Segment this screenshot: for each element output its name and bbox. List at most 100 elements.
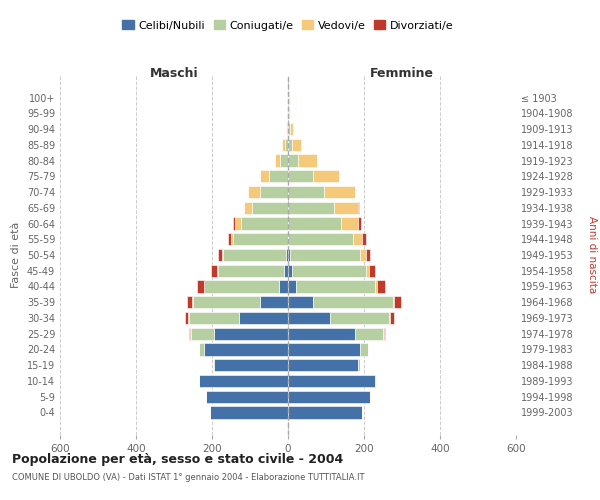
Bar bbox=[313, 296, 392, 308]
Bar bbox=[286, 249, 288, 261]
Bar bbox=[288, 154, 298, 166]
Bar bbox=[231, 233, 233, 245]
Bar bbox=[290, 249, 360, 261]
Bar bbox=[377, 280, 385, 292]
Bar bbox=[353, 233, 362, 245]
Bar bbox=[289, 92, 290, 104]
Bar bbox=[193, 296, 260, 308]
Bar bbox=[199, 344, 205, 355]
Bar bbox=[213, 359, 214, 372]
Bar bbox=[223, 249, 286, 261]
Bar bbox=[192, 296, 193, 308]
Y-axis label: Fasce di età: Fasce di età bbox=[11, 222, 21, 288]
Bar bbox=[389, 312, 390, 324]
Bar bbox=[358, 202, 359, 214]
Bar bbox=[235, 218, 241, 230]
Bar bbox=[369, 264, 374, 277]
Bar bbox=[260, 296, 288, 308]
Bar bbox=[288, 359, 358, 372]
Bar bbox=[383, 328, 384, 340]
Text: Popolazione per età, sesso e stato civile - 2004: Popolazione per età, sesso e stato civil… bbox=[12, 452, 343, 466]
Bar bbox=[288, 202, 334, 214]
Bar bbox=[288, 264, 292, 277]
Bar bbox=[206, 390, 288, 403]
Bar bbox=[228, 233, 231, 245]
Bar bbox=[288, 249, 290, 261]
Bar bbox=[358, 218, 361, 230]
Bar bbox=[292, 138, 301, 151]
Bar bbox=[288, 92, 289, 104]
Bar bbox=[282, 138, 285, 151]
Bar bbox=[288, 328, 355, 340]
Bar bbox=[233, 218, 235, 230]
Text: Anni di nascita: Anni di nascita bbox=[587, 216, 597, 294]
Bar bbox=[185, 312, 188, 324]
Legend: Celibi/Nubili, Coniugati/e, Vedovi/e, Divorziati/e: Celibi/Nubili, Coniugati/e, Vedovi/e, Di… bbox=[118, 16, 458, 35]
Bar bbox=[205, 344, 288, 355]
Bar bbox=[360, 249, 366, 261]
Bar bbox=[288, 107, 289, 120]
Bar bbox=[292, 264, 366, 277]
Bar bbox=[362, 233, 366, 245]
Bar bbox=[280, 154, 288, 166]
Bar bbox=[358, 359, 360, 372]
Bar bbox=[288, 233, 353, 245]
Bar bbox=[217, 264, 218, 277]
Bar bbox=[287, 107, 288, 120]
Bar bbox=[241, 218, 288, 230]
Text: COMUNE DI UBOLDO (VA) - Dati ISTAT 1° gennaio 2004 - Elaborazione TUTTITALIA.IT: COMUNE DI UBOLDO (VA) - Dati ISTAT 1° ge… bbox=[12, 472, 365, 482]
Bar bbox=[252, 202, 288, 214]
Bar bbox=[288, 406, 362, 418]
Bar bbox=[244, 202, 252, 214]
Bar bbox=[239, 312, 288, 324]
Bar bbox=[214, 328, 288, 340]
Text: Femmine: Femmine bbox=[370, 67, 434, 80]
Bar bbox=[218, 249, 221, 261]
Bar bbox=[324, 186, 355, 198]
Bar bbox=[284, 264, 288, 277]
Bar bbox=[205, 280, 278, 292]
Bar bbox=[341, 218, 358, 230]
Bar bbox=[288, 344, 360, 355]
Bar bbox=[288, 296, 313, 308]
Bar bbox=[189, 328, 190, 340]
Bar bbox=[288, 186, 324, 198]
Bar bbox=[211, 264, 217, 277]
Bar bbox=[221, 249, 223, 261]
Bar bbox=[355, 328, 383, 340]
Bar bbox=[290, 123, 293, 135]
Bar bbox=[298, 154, 317, 166]
Bar bbox=[197, 280, 203, 292]
Bar bbox=[288, 218, 341, 230]
Bar bbox=[285, 138, 288, 151]
Bar bbox=[366, 264, 369, 277]
Bar bbox=[288, 390, 370, 403]
Bar bbox=[260, 186, 288, 198]
Bar bbox=[289, 107, 290, 120]
Bar bbox=[214, 359, 288, 372]
Bar bbox=[286, 123, 287, 135]
Bar bbox=[288, 280, 296, 292]
Bar bbox=[203, 280, 205, 292]
Bar bbox=[248, 186, 260, 198]
Bar bbox=[288, 123, 290, 135]
Bar bbox=[287, 123, 288, 135]
Bar bbox=[278, 280, 288, 292]
Bar bbox=[269, 170, 288, 182]
Bar bbox=[210, 406, 288, 418]
Bar bbox=[384, 328, 385, 340]
Bar bbox=[360, 344, 368, 355]
Bar bbox=[392, 296, 394, 308]
Bar bbox=[288, 312, 330, 324]
Bar bbox=[288, 375, 376, 387]
Bar bbox=[188, 312, 189, 324]
Bar bbox=[288, 170, 313, 182]
Bar bbox=[288, 138, 292, 151]
Bar bbox=[260, 170, 269, 182]
Bar bbox=[330, 312, 389, 324]
Bar bbox=[275, 154, 280, 166]
Bar bbox=[390, 312, 394, 324]
Bar bbox=[189, 312, 239, 324]
Bar bbox=[191, 328, 214, 340]
Bar bbox=[376, 280, 377, 292]
